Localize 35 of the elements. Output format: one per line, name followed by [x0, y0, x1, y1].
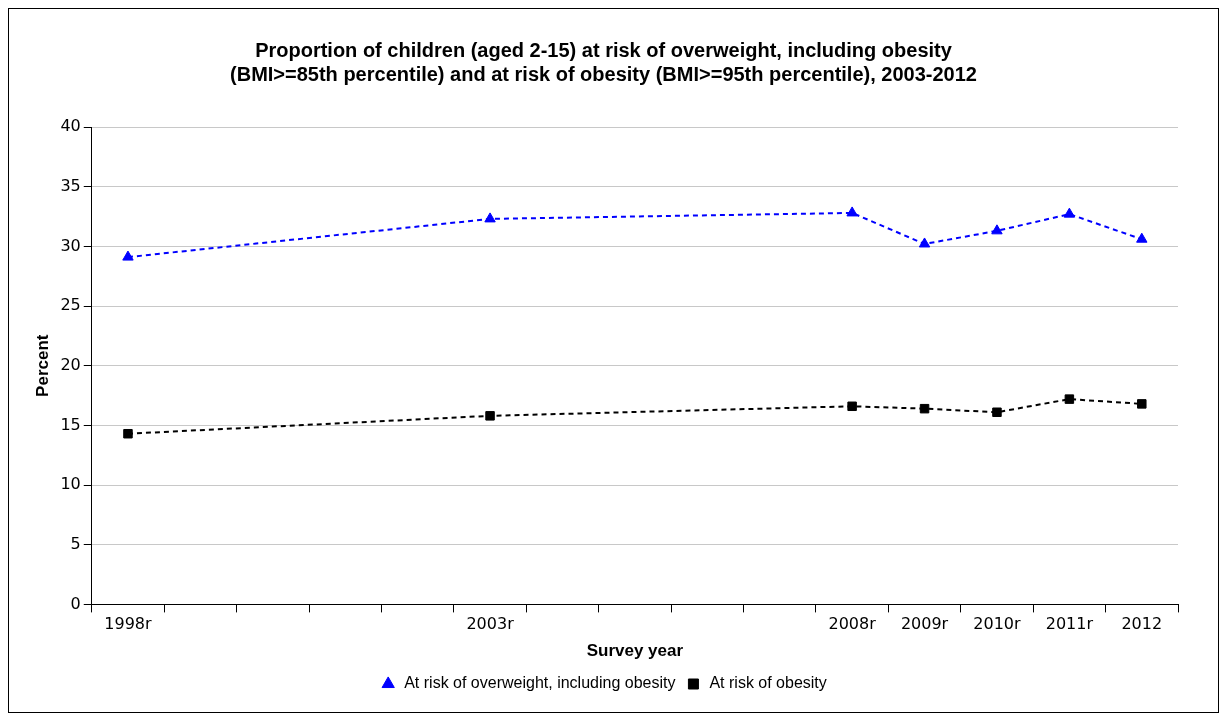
y-tick-label: 40 [60, 116, 81, 136]
point [1137, 399, 1147, 409]
point [846, 206, 858, 217]
y-tick-label: 35 [60, 175, 81, 195]
y-tick-label: 25 [60, 295, 81, 315]
y-tick-label: 15 [60, 414, 81, 434]
y-tick-label: 5 [70, 533, 81, 553]
y-tick-label: 20 [60, 354, 81, 374]
x-tick-label: 2011r [1045, 614, 1094, 634]
point [485, 411, 495, 421]
x-tick-label: 2009r [900, 614, 949, 634]
x-tick-label: 2003r [466, 614, 515, 634]
x-tick-label: 1998r [104, 614, 153, 634]
point [1063, 207, 1076, 218]
point [1064, 394, 1075, 404]
point [484, 212, 496, 223]
x-tick-label: 2012 [1121, 614, 1163, 634]
x-tick-label: 2010r [973, 614, 1022, 634]
point [991, 224, 1003, 235]
y-tick-label: 10 [60, 474, 81, 494]
point [1136, 232, 1148, 243]
point [847, 401, 857, 412]
point [123, 428, 133, 439]
x-axis-title: Survey year [586, 641, 684, 661]
point [122, 250, 134, 261]
y-tick-label: 0 [70, 593, 81, 613]
x-tick-label: 2008r [828, 614, 877, 634]
legend-label: At risk of overweight, including obesity [404, 674, 676, 692]
y-axis-title: Percent [32, 334, 52, 397]
y-tick-label: 30 [60, 235, 81, 255]
legend-label: At risk of obesity [709, 674, 827, 692]
point [918, 237, 931, 248]
chart-title: Proportion of children (aged 2-15) at risk of overweight, including obesity (BMI>=85th percentile) and at risk of obesity (BMI>=95th percentile), 2003-2012 [230, 38, 977, 85]
point [919, 403, 930, 414]
point [992, 407, 1002, 417]
